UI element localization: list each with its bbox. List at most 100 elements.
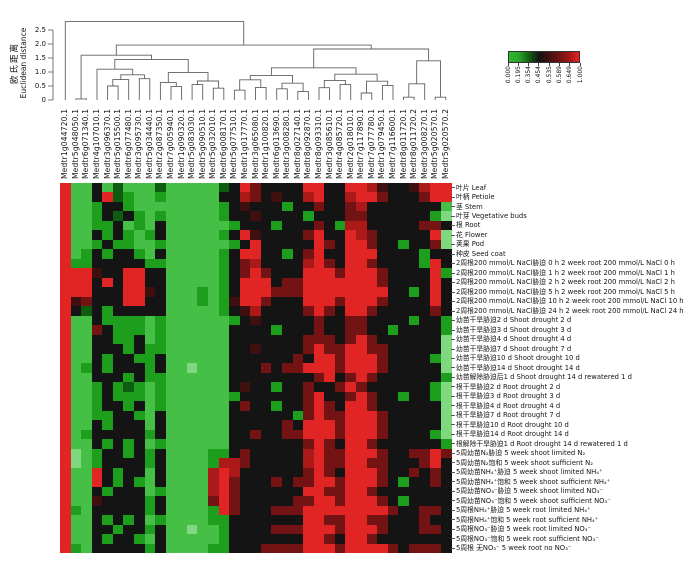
heatmap-cell xyxy=(377,429,389,440)
heatmap-cell xyxy=(260,277,272,288)
heatmap-cell xyxy=(355,239,368,250)
heatmap-cell xyxy=(419,420,431,431)
heatmap-cell xyxy=(303,458,315,469)
heatmap-cell xyxy=(165,201,177,212)
heatmap-cell xyxy=(133,249,146,260)
heatmap-cell xyxy=(70,477,82,488)
heatmap-cell xyxy=(70,183,82,193)
heatmap-cell xyxy=(207,372,220,383)
heatmap-cell xyxy=(377,306,389,317)
heatmap-cell xyxy=(165,515,177,526)
heatmap-cell xyxy=(218,505,230,516)
heatmap-cell xyxy=(281,192,294,203)
heatmap-cell xyxy=(292,543,304,554)
heatmap-cell xyxy=(229,325,241,336)
heatmap-cell xyxy=(123,325,135,336)
heatmap-cell xyxy=(239,192,251,203)
heatmap-cell xyxy=(239,401,251,412)
heatmap-cell xyxy=(218,201,230,212)
heatmap-cell xyxy=(218,382,230,393)
heatmap-cell xyxy=(398,258,410,269)
column-label: Medtr2g087350.1 xyxy=(155,108,165,179)
heatmap-cell xyxy=(112,401,124,412)
heatmap-cell xyxy=(155,429,167,440)
heatmap-cell xyxy=(144,496,156,507)
heatmap-cell xyxy=(377,448,389,459)
heatmap-cell xyxy=(197,363,209,374)
heatmap-cell xyxy=(419,315,431,326)
heatmap-cell xyxy=(218,353,230,364)
heatmap-cell xyxy=(70,486,82,497)
heatmap-cell xyxy=(429,277,441,288)
heatmap-cell xyxy=(419,277,431,288)
axis-tick-label: 0.5 xyxy=(34,82,46,90)
heatmap-cell xyxy=(144,334,156,345)
legend-tick-label: 0.589 xyxy=(555,66,563,84)
heatmap-cell xyxy=(387,515,399,526)
heatmap-cell xyxy=(186,448,198,459)
heatmap-cell xyxy=(408,239,420,250)
heatmap-cell xyxy=(408,515,420,526)
heatmap-cell xyxy=(281,363,294,374)
heatmap-cell xyxy=(429,306,441,317)
heatmap-cell xyxy=(355,496,368,507)
row-label: 根干旱胁迫3 d Root drought 3 d xyxy=(456,392,561,401)
heatmap-cell xyxy=(303,534,315,544)
heatmap-cell xyxy=(186,372,198,383)
heatmap-cell xyxy=(408,211,420,222)
heatmap-cell xyxy=(440,363,452,374)
heatmap-cell xyxy=(70,325,82,336)
heatmap-cell xyxy=(239,363,251,374)
heatmap-cell xyxy=(377,401,389,412)
heatmap-cell xyxy=(91,211,103,222)
heatmap-cell xyxy=(70,239,82,250)
heatmap-cell xyxy=(303,296,315,307)
heatmap-cell xyxy=(123,296,135,307)
row-tick-mark xyxy=(450,519,455,521)
heatmap-cell xyxy=(60,543,72,554)
heatmap-cell xyxy=(408,505,420,516)
heatmap-cell xyxy=(218,306,230,317)
heatmap-cell xyxy=(70,420,82,431)
heatmap-cell xyxy=(345,249,357,260)
heatmap-cell xyxy=(123,515,135,526)
heatmap-cell xyxy=(165,325,177,336)
heatmap-cell xyxy=(429,372,441,383)
heatmap-cell xyxy=(408,287,420,298)
heatmap-cell xyxy=(102,192,114,203)
heatmap-cell xyxy=(133,477,146,488)
heatmap-cell xyxy=(81,467,93,478)
heatmap-cell xyxy=(165,382,177,393)
heatmap-cell xyxy=(366,467,378,478)
heatmap-cell xyxy=(429,220,441,231)
heatmap-cell xyxy=(218,325,230,336)
heatmap-cell xyxy=(70,277,82,288)
heatmap-cell xyxy=(70,201,82,212)
heatmap-cell xyxy=(144,353,156,364)
heatmap-cell xyxy=(440,543,452,554)
heatmap-cell xyxy=(324,353,336,364)
heatmap-cell xyxy=(271,534,283,544)
heatmap-cell xyxy=(60,315,72,326)
heatmap-cell xyxy=(398,296,410,307)
heatmap-cell xyxy=(419,296,431,307)
heatmap-cell xyxy=(112,249,124,260)
heatmap-cell xyxy=(207,201,220,212)
heatmap-cell xyxy=(133,334,146,345)
heatmap-cell xyxy=(260,344,272,355)
heatmap-cell xyxy=(91,448,103,459)
heatmap-cell xyxy=(408,325,420,336)
heatmap-cell xyxy=(429,315,441,326)
heatmap-cell xyxy=(313,515,325,526)
heatmap-cell xyxy=(91,382,103,393)
heatmap-cell xyxy=(419,201,431,212)
heatmap-cell xyxy=(102,543,114,554)
heatmap-cell xyxy=(133,363,146,374)
heatmap-cell xyxy=(133,296,146,307)
heatmap-cell xyxy=(102,220,114,231)
heatmap-cell xyxy=(239,477,251,488)
heatmap-cell xyxy=(207,420,220,431)
heatmap-cell xyxy=(324,372,336,383)
heatmap-cell xyxy=(303,325,315,336)
heatmap-cell xyxy=(123,315,135,326)
